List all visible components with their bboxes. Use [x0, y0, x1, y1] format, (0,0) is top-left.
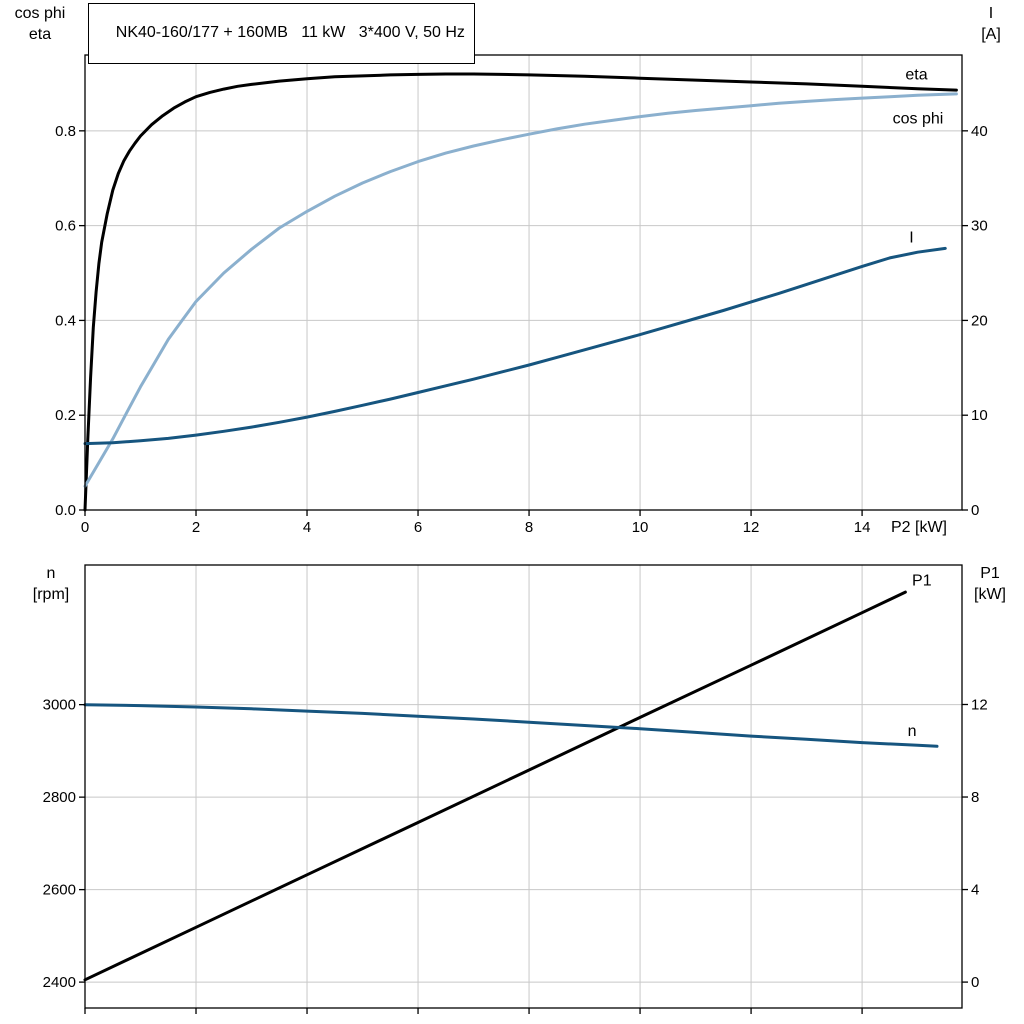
top-x-tick-label: 0 [81, 519, 89, 536]
top-x-tick-label: 14 [854, 519, 871, 536]
bottom-yleft-tick-label: 2400 [43, 974, 76, 991]
bottom-yright-tick-label: 0 [971, 974, 979, 991]
bottom-plot-frame [84, 564, 963, 1009]
bottom-yright-tick-label: 8 [971, 789, 979, 806]
eta-axis-label: eta [28, 26, 52, 43]
top-yleft-tick-label: 0.4 [55, 312, 76, 329]
bottom-yleft-tick-label: 2800 [43, 789, 76, 806]
bottom-label-P1: P1 [912, 572, 932, 589]
top-label-eta: eta [905, 67, 927, 84]
top-x-tick-label: 10 [632, 519, 649, 536]
top-label-I: I [909, 230, 913, 247]
bottom-yright-tick-label: 4 [971, 882, 979, 899]
bottom-curve-n [83, 703, 939, 748]
p1-axis-label: P1 [980, 565, 1000, 582]
speed-axis-label: n [46, 565, 56, 582]
bottom-label-n: n [908, 723, 917, 740]
bottom-right-axis-title: P1 [kW] [962, 563, 1018, 605]
top-yright-tick-label: 20 [971, 312, 988, 329]
top-curve-eta [83, 72, 958, 512]
top-plot-frame [84, 54, 963, 511]
bottom-yright-tick-label: 12 [971, 696, 988, 713]
cos-phi-axis-label: cos phi [14, 5, 66, 22]
top-curve-cos-phi [83, 92, 958, 488]
current-unit-label: [A] [981, 26, 1001, 43]
top-yleft-tick-label: 0.8 [55, 123, 76, 140]
top-curve-I [83, 246, 947, 446]
top-right-axis-title: I [A] [964, 3, 1018, 45]
chart-title-box: NK40-160/177 + 160MB 11 kW 3*400 V, 50 H… [88, 3, 475, 64]
current-axis-label: I [988, 5, 994, 22]
top-yright-tick-label: 10 [971, 407, 988, 424]
p1-unit-label: [kW] [974, 586, 1006, 603]
bottom-yleft-tick-label: 3000 [43, 697, 76, 714]
top-x-tick-label: 6 [414, 519, 422, 536]
speed-unit-label: [rpm] [32, 586, 70, 603]
bottom-curve-P1 [83, 590, 907, 982]
chart-title: NK40-160/177 + 160MB 11 kW 3*400 V, 50 H… [115, 24, 465, 41]
top-yright-tick-label: 30 [971, 218, 988, 235]
top-label-cos-phi: cos phi [893, 110, 944, 127]
top-x-tick-label: 2 [192, 519, 200, 536]
p2-axis-label: P2 [kW] [890, 519, 947, 536]
top-yleft-tick-label: 0.6 [55, 218, 76, 235]
top-x-tick-label: 12 [743, 519, 760, 536]
bottom-yleft-tick-label: 2600 [43, 882, 76, 899]
top-x-tick-label: 8 [525, 519, 533, 536]
top-yleft-tick-label: 0.0 [55, 502, 76, 519]
bottom-left-axis-title: n [rpm] [22, 563, 80, 605]
top-yleft-tick-label: 0.2 [55, 407, 76, 424]
top-x-tick-label: 4 [303, 519, 311, 536]
top-yright-tick-label: 0 [971, 502, 979, 519]
top-yright-tick-label: 40 [971, 123, 988, 140]
top-left-axis-title: cos phi eta [4, 3, 76, 45]
